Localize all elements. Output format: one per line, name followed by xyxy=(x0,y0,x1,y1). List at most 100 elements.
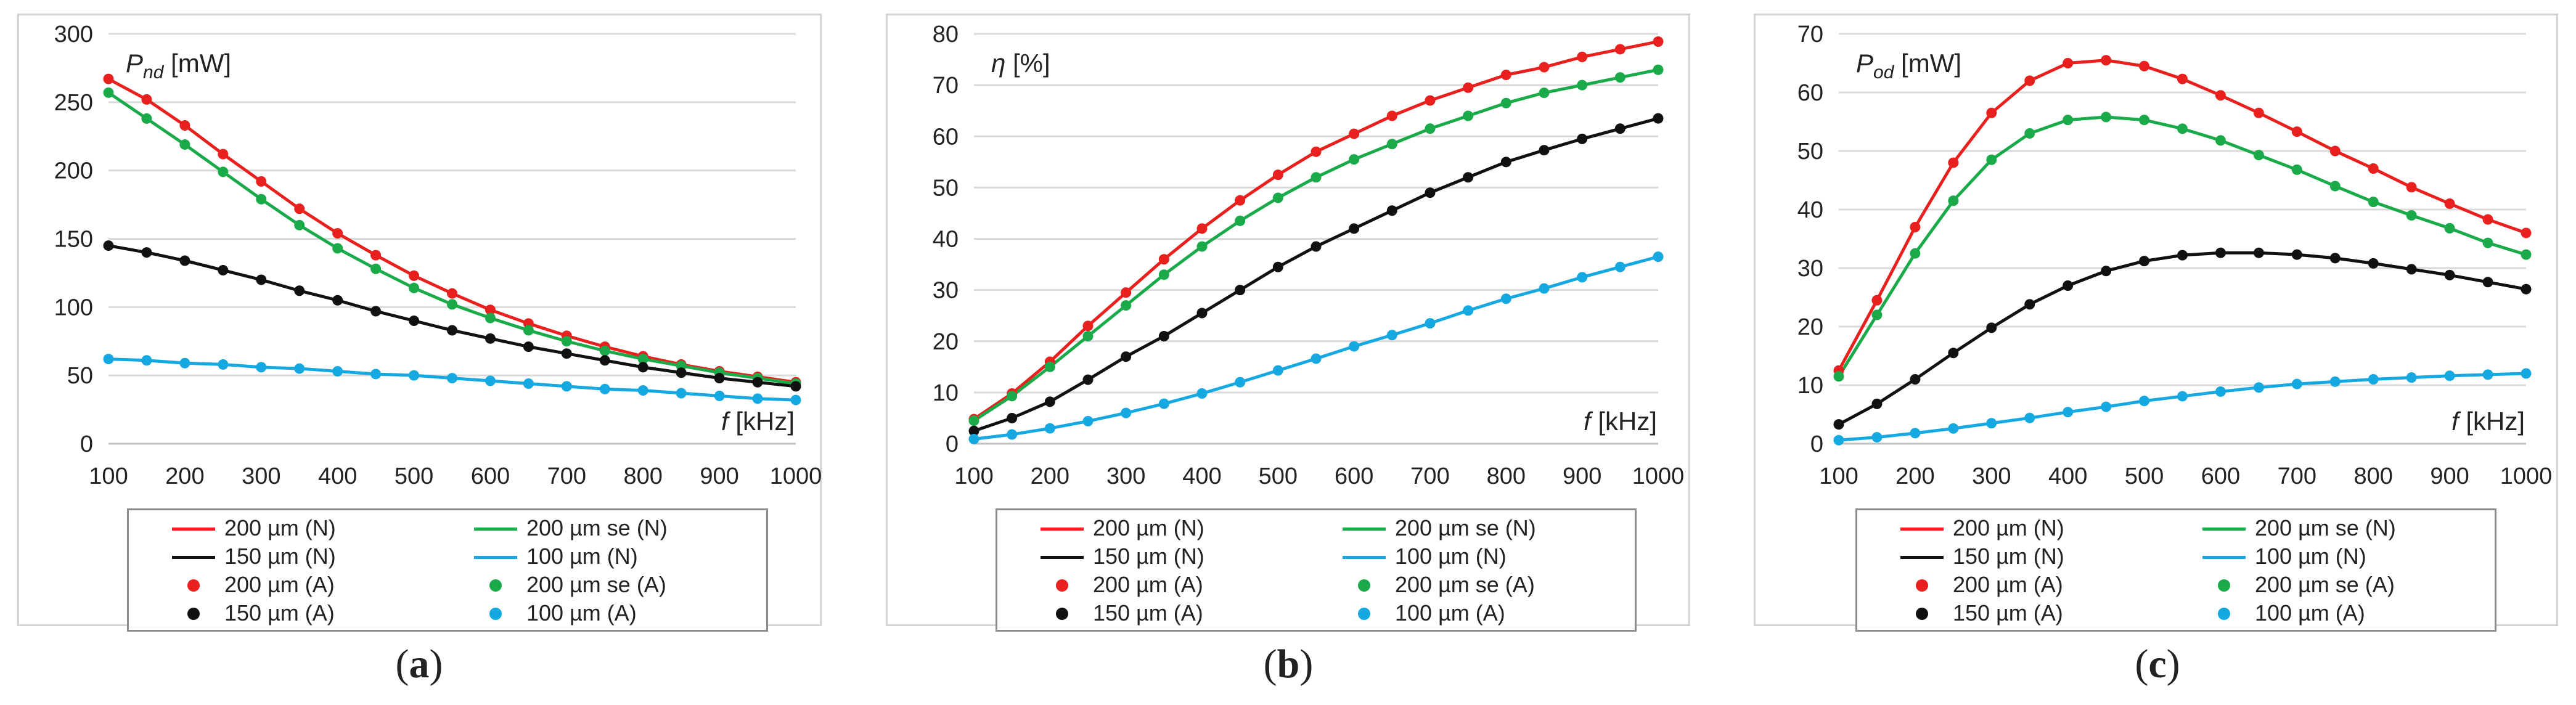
data-point-c-150-m-n-900 xyxy=(2444,269,2455,280)
x-tick-label-b-800: 800 xyxy=(1487,463,1526,489)
data-point-b-200-m-se-n-650 xyxy=(1386,139,1397,150)
x-tick-label-c-1000: 1000 xyxy=(2500,463,2553,489)
legend-item-label: 200 µm se (N) xyxy=(1395,515,1536,540)
data-point-a-150-m-n-800 xyxy=(637,362,648,373)
data-point-a-200-m-n-150 xyxy=(141,94,152,105)
x-tick-label-c-900: 900 xyxy=(2430,463,2469,489)
data-point-b-200-m-n-1000 xyxy=(1653,36,1664,47)
legend-b: 200 µm (N) 200 µm se (N) 150 µm (N) 100 µm … xyxy=(996,508,1637,632)
data-point-c-100-m-n-500 xyxy=(2139,396,2150,407)
legend-item-label: 200 µm (N) xyxy=(1953,515,2064,540)
x-tick-label-a-900: 900 xyxy=(700,463,738,489)
data-point-b-100-m-n-150 xyxy=(1007,429,1018,440)
y-tick-label-a-150: 150 xyxy=(54,227,93,253)
data-point-b-100-m-n-750 xyxy=(1463,305,1474,316)
data-point-b-200-m-se-n-1000 xyxy=(1653,64,1664,75)
data-point-b-150-m-n-950 xyxy=(1614,123,1625,134)
legend-line-swatch xyxy=(1900,528,1944,531)
y-tick-label-c-10: 10 xyxy=(1797,373,1823,399)
data-point-c-200-m-se-n-300 xyxy=(1986,154,1997,165)
series-line-c-100-m-n xyxy=(1838,372,2527,442)
data-point-c-200-m-se-n-500 xyxy=(2139,115,2150,126)
data-point-a-150-m-n-550 xyxy=(447,325,457,336)
data-point-b-150-m-n-150 xyxy=(1007,412,1018,423)
data-point-a-150-m-n-500 xyxy=(409,316,420,326)
data-point-b-150-m-n-700 xyxy=(1425,187,1436,198)
data-point-b-200-m-se-n-950 xyxy=(1614,72,1625,83)
data-point-a-150-m-n-650 xyxy=(523,341,534,352)
x-tick-label-c-200: 200 xyxy=(1895,463,1934,489)
legend-marker-swatch xyxy=(489,579,502,592)
caption-c: (c) xyxy=(2135,642,2180,687)
data-point-a-200-m-se-n-250 xyxy=(218,166,229,177)
legend-marker-swatch xyxy=(1056,608,1068,620)
data-point-a-200-m-se-n-400 xyxy=(332,243,343,254)
x-axis-label-b: f [kHz] xyxy=(1584,407,1657,436)
data-point-c-200-m-se-n-700 xyxy=(2291,164,2302,175)
legend-item-label: 150 µm (A) xyxy=(224,600,335,626)
data-point-c-200-m-n-600 xyxy=(2215,90,2226,101)
data-point-a-200-m-se-n-500 xyxy=(409,282,420,293)
data-point-c-100-m-n-100 xyxy=(1833,434,1844,446)
data-point-b-100-m-n-450 xyxy=(1235,377,1246,388)
y-tick-label-b-0: 0 xyxy=(946,431,959,457)
legend-item-label: 150 µm (N) xyxy=(224,544,336,569)
x-tick-label-a-600: 600 xyxy=(471,463,510,489)
y-tick-label-b-60: 60 xyxy=(933,124,959,150)
x-tick-label-b-500: 500 xyxy=(1259,463,1298,489)
legend-item-label: 100 µm (A) xyxy=(526,600,637,626)
data-point-b-200-m-n-700 xyxy=(1425,95,1436,106)
data-point-c-100-m-n-950 xyxy=(2482,369,2493,380)
data-point-b-200-m-n-550 xyxy=(1310,146,1322,157)
data-point-c-200-m-se-n-100 xyxy=(1833,371,1844,382)
data-point-a-100-m-n-650 xyxy=(523,378,534,389)
data-point-c-150-m-n-350 xyxy=(2024,299,2035,310)
y-tick-label-c-0: 0 xyxy=(1810,431,1823,457)
data-point-b-200-m-se-n-350 xyxy=(1158,269,1169,280)
y-tick-label-a-0: 0 xyxy=(80,431,93,457)
legend-marker-swatch xyxy=(1916,608,1928,620)
data-point-b-200-m-n-450 xyxy=(1235,195,1246,206)
data-point-a-150-m-n-900 xyxy=(714,373,725,384)
data-point-a-150-m-n-250 xyxy=(218,264,229,275)
data-point-a-150-m-n-950 xyxy=(752,377,763,388)
legend-item-label: 200 µm se (N) xyxy=(526,515,668,540)
data-point-b-100-m-n-550 xyxy=(1310,353,1322,364)
y-axis-label-a: Pnd [mW] xyxy=(126,49,231,83)
data-point-a-150-m-n-450 xyxy=(370,306,382,317)
data-point-b-100-m-n-500 xyxy=(1272,365,1283,376)
data-point-a-150-m-n-200 xyxy=(179,255,190,266)
x-axis-label-a: f [kHz] xyxy=(721,407,795,436)
data-point-c-150-m-n-600 xyxy=(2215,247,2226,258)
data-point-c-200-m-se-n-650 xyxy=(2253,150,2264,161)
data-point-b-100-m-n-950 xyxy=(1614,261,1625,272)
data-point-c-100-m-n-250 xyxy=(1948,423,1959,434)
data-point-b-200-m-n-350 xyxy=(1158,254,1169,265)
legend-line-swatch xyxy=(2202,556,2246,559)
y-tick-label-a-300: 300 xyxy=(54,22,93,47)
y-tick-label-c-20: 20 xyxy=(1797,314,1823,340)
data-point-a-100-m-n-350 xyxy=(294,363,305,374)
data-point-c-100-m-n-400 xyxy=(2063,407,2074,418)
data-point-a-200-m-n-200 xyxy=(179,120,190,131)
data-point-c-150-m-n-400 xyxy=(2063,280,2074,291)
data-point-b-200-m-n-400 xyxy=(1196,223,1208,234)
data-point-c-150-m-n-250 xyxy=(1948,348,1959,359)
data-point-a-200-m-n-350 xyxy=(294,203,305,214)
y-tick-label-a-250: 250 xyxy=(54,90,93,116)
legend-marker-swatch xyxy=(1358,579,1370,592)
data-point-c-200-m-n-400 xyxy=(2063,58,2074,68)
data-point-b-200-m-se-n-500 xyxy=(1272,192,1283,203)
data-point-c-100-m-n-550 xyxy=(2177,391,2188,402)
data-point-c-200-m-se-n-600 xyxy=(2215,135,2226,146)
data-point-a-100-m-n-700 xyxy=(561,381,572,392)
data-point-b-200-m-n-500 xyxy=(1272,169,1283,181)
legend-line-swatch xyxy=(172,528,215,531)
data-point-b-150-m-n-600 xyxy=(1349,223,1360,234)
data-point-b-100-m-n-400 xyxy=(1196,388,1208,399)
data-point-b-100-m-n-1000 xyxy=(1653,251,1664,263)
x-tick-label-a-1000: 1000 xyxy=(770,463,822,489)
data-point-a-200-m-n-300 xyxy=(256,176,267,187)
data-point-c-150-m-n-950 xyxy=(2482,277,2493,288)
data-point-c-200-m-n-450 xyxy=(2101,55,2112,66)
